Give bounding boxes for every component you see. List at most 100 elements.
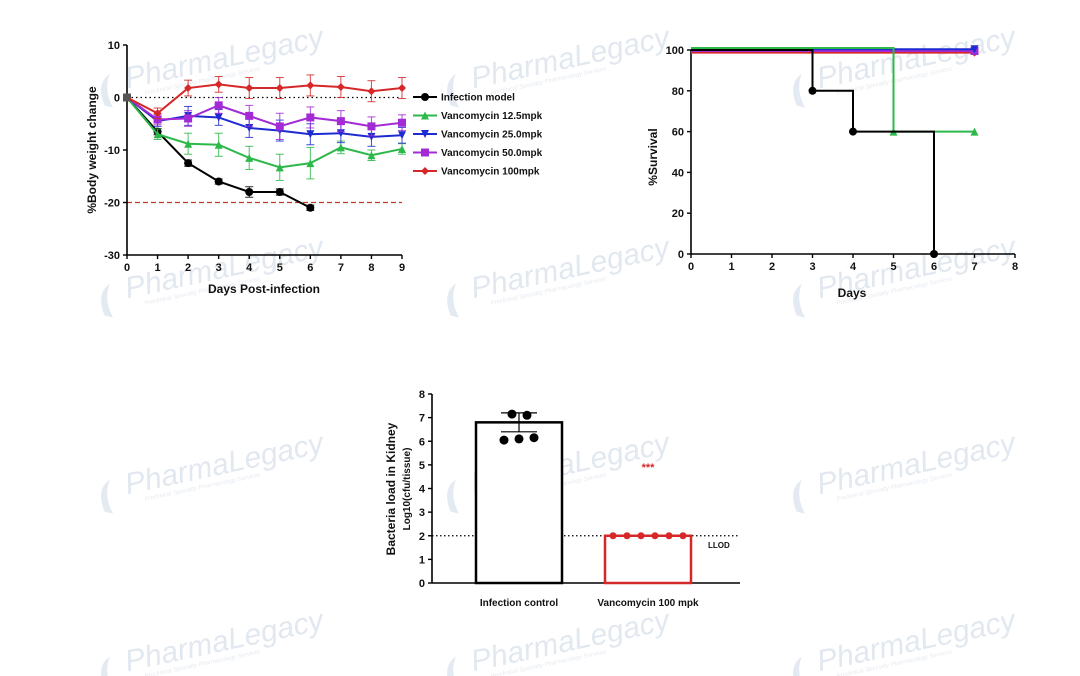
bar-data-point <box>499 435 509 445</box>
data-point <box>153 109 162 118</box>
bar-data-point <box>637 532 645 540</box>
bar-data-point <box>609 532 617 540</box>
legend-label: Vancomycin 50.0mpk <box>441 148 543 159</box>
data-point <box>398 131 406 140</box>
bacteria-load-chart: 0 1 2 3 4 5 6 7 8 Bacteria load in Kidney Log10(… <box>384 389 740 609</box>
y-tick-label: 2 <box>419 531 425 543</box>
data-point <box>184 84 193 93</box>
data-point <box>306 159 315 168</box>
watermark-brand-text: PharmaLegacy <box>814 427 1020 502</box>
data-point <box>245 153 254 162</box>
data-point <box>245 188 254 196</box>
bar-data-point <box>665 532 673 540</box>
data-point <box>336 117 345 126</box>
body-weight-legend: Infection model Vancomycin 12.5mpk Vancomy… <box>413 93 543 178</box>
watermark-logo-icon <box>101 656 114 676</box>
x-tick-label: 7 <box>971 261 977 273</box>
significance-annotation: *** <box>642 462 656 474</box>
x-tick-label: 8 <box>1012 261 1018 273</box>
data-point <box>398 118 406 127</box>
data-point <box>214 101 223 110</box>
legend-marker <box>421 167 429 175</box>
y-tick-label: 5 <box>419 460 425 472</box>
series-1 <box>123 93 406 181</box>
y-tick-label: 1 <box>419 554 425 566</box>
y-tick-label: 8 <box>419 389 425 401</box>
y-tick-label: 10 <box>108 40 120 52</box>
y-tick-label: 40 <box>672 167 684 179</box>
series-line <box>126 83 403 115</box>
x-tick-label: 7 <box>338 262 344 274</box>
legend-marker <box>421 130 429 138</box>
watermark-logo-icon <box>793 479 806 514</box>
data-point <box>275 163 284 172</box>
bar-0 <box>474 421 564 585</box>
survival-point <box>970 127 979 136</box>
watermark-brand-text: PharmaLegacy <box>468 231 674 306</box>
survival-y-axis-label: %Survival <box>646 128 660 185</box>
y-tick-label: 80 <box>672 86 684 98</box>
bar-data-point <box>679 532 687 540</box>
x-tick-label: 2 <box>185 262 191 274</box>
x-tick-label: 1 <box>154 262 160 274</box>
watermark-logo-icon <box>447 283 460 318</box>
legend-marker <box>421 111 429 120</box>
data-point <box>184 114 193 123</box>
data-point <box>306 113 315 122</box>
watermark-brand-text: PharmaLegacy <box>814 604 1020 676</box>
watermark-brand-text: PharmaLegacy <box>468 604 674 676</box>
y-tick-label: 60 <box>672 127 684 139</box>
x-tick-label: 2 <box>769 261 775 273</box>
y-tick-label: 100 <box>666 45 684 57</box>
data-point <box>367 122 376 131</box>
legend-marker <box>421 148 429 157</box>
survival-point <box>930 250 938 258</box>
watermark-brand-text: PharmaLegacy <box>122 427 328 502</box>
x-tick-label: 9 <box>399 262 405 274</box>
bar-data-point <box>529 433 539 443</box>
data-point <box>398 144 406 153</box>
bar-data-point <box>623 532 631 540</box>
data-point <box>398 84 406 93</box>
data-point <box>306 203 315 212</box>
data-point <box>367 87 376 96</box>
series-4 <box>123 74 406 119</box>
body-weight-y-axis-label: %Body weight change <box>85 86 99 214</box>
llod-label: LLOD <box>708 541 730 550</box>
watermark-logo-icon <box>447 73 460 108</box>
legend-label: Vancomycin 25.0mpk <box>441 130 543 141</box>
y-tick-label: 0 <box>678 249 684 261</box>
data-point <box>153 130 162 139</box>
data-point <box>214 113 223 122</box>
legend-label: Vancomycin 12.5mpk <box>441 111 543 122</box>
watermark-logo-icon <box>793 283 806 318</box>
legend-label: Vancomycin 100mpk <box>441 167 540 178</box>
legend-label: Infection model <box>441 93 515 104</box>
y-tick-label: 20 <box>672 208 684 220</box>
data-point <box>214 80 223 89</box>
bar-data-point <box>514 434 524 444</box>
body-weight-chart: 10 0 -10 -20 -30 0 1 2 3 4 5 6 7 8 9 Infection model Va… <box>85 40 543 296</box>
x-tick-label: 1 <box>728 261 734 273</box>
data-point <box>123 93 131 102</box>
watermark-logo-icon <box>101 283 114 318</box>
bar-data-point <box>651 532 659 540</box>
watermark-logo-icon <box>793 73 806 108</box>
x-tick-label: 6 <box>931 261 937 273</box>
data-point <box>184 159 193 168</box>
bacteria-y-axis-sublabel: Log10(cfu/tissue) <box>402 448 413 531</box>
y-tick-label: 7 <box>419 413 425 425</box>
x-tick-label: 4 <box>850 261 857 273</box>
survival-chart: 0 20 40 60 80 100 0 1 2 3 4 5 6 7 8 Days %Survival <box>646 45 1018 300</box>
data-point <box>306 130 315 139</box>
y-tick-label: -30 <box>104 250 120 262</box>
bar-data-point <box>522 410 532 420</box>
bacteria-y-axis-label: Bacteria load in Kidney <box>384 422 398 555</box>
survival-x-axis-label: Days <box>838 286 867 300</box>
